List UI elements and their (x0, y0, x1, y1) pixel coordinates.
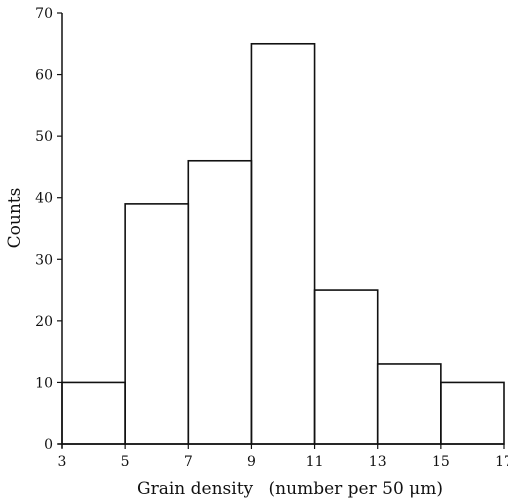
histogram-bar (440, 381, 505, 445)
y-axis-ticks: 0 10 20 30 40 50 60 70 (35, 6, 62, 453)
histogram-bar (187, 159, 253, 445)
x-axis-ticks: 3 5 7 9 11 13 15 17 (58, 444, 508, 470)
histogram-bar (124, 203, 190, 445)
x-axis-title: Grain density (number per 50 μm) (137, 479, 443, 499)
y-tick-label: 70 (35, 6, 53, 22)
histogram-bar (61, 381, 126, 445)
y-tick-label: 20 (35, 314, 53, 330)
histogram-bar (250, 42, 316, 445)
x-tick-label: 13 (369, 454, 387, 470)
y-tick-label: 0 (44, 437, 53, 453)
x-tick-label: 7 (184, 454, 193, 470)
y-tick-label: 40 (35, 191, 53, 207)
histogram-bars (61, 42, 505, 445)
x-tick-label: 9 (247, 454, 256, 470)
x-tick-label: 3 (58, 454, 67, 470)
x-axis-title-unit: (number per 50 μm) (269, 479, 443, 499)
y-tick-label: 30 (35, 252, 53, 268)
x-tick-label: 15 (432, 454, 450, 470)
x-axis-title-main: Grain density (137, 479, 254, 499)
x-tick-label: 11 (306, 454, 324, 470)
histogram-bar (313, 289, 379, 445)
y-tick-label: 10 (35, 375, 53, 391)
y-tick-label: 50 (35, 129, 53, 145)
x-tick-label: 17 (495, 454, 508, 470)
y-axis-title: Counts (5, 188, 25, 249)
x-tick-label: 5 (121, 454, 130, 470)
histogram-bar (376, 363, 442, 445)
y-tick-label: 60 (35, 68, 53, 84)
